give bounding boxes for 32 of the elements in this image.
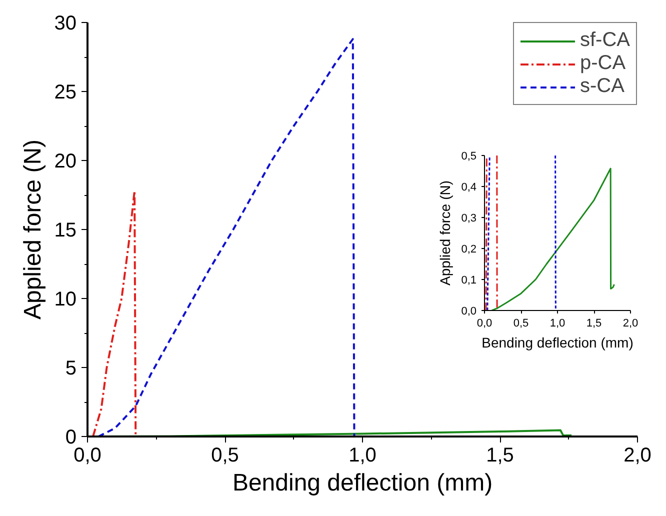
y-tick-label: 0,3 — [461, 212, 477, 224]
legend-label: p-CA — [580, 52, 626, 75]
y-tick-label: 0,0 — [461, 306, 477, 318]
y-axis-title: Applied force (N) — [19, 139, 46, 320]
x-tick-label: 0,5 — [211, 444, 239, 466]
y-tick-label: 5 — [65, 358, 76, 380]
y-tick-label: 0,1 — [461, 274, 477, 286]
x-tick-label: 1,5 — [586, 318, 602, 330]
x-tick-label: 0,0 — [476, 318, 492, 330]
y-tick-label: 30 — [54, 12, 77, 34]
x-tick-label: 1,5 — [486, 444, 514, 466]
y-axis-title: Applied force (N) — [437, 180, 454, 286]
y-tick-label: 15 — [54, 220, 77, 242]
x-tick-label: 1,0 — [348, 444, 376, 466]
line-series — [491, 168, 615, 310]
legend-label: sf-CA — [580, 29, 630, 52]
line-series — [92, 190, 137, 436]
legend-label: s-CA — [580, 75, 624, 98]
line-series — [98, 38, 356, 436]
x-tick-label: 2,0 — [624, 444, 652, 466]
x-tick-label: 0,5 — [513, 318, 529, 330]
x-axis-title: Bending deflection (mm) — [482, 334, 634, 350]
y-tick-label: 0 — [65, 426, 76, 448]
y-tick-label: 20 — [54, 150, 77, 172]
y-tick-label: 25 — [54, 82, 77, 104]
x-tick-label: 1,0 — [550, 318, 566, 330]
x-tick-label: 2,0 — [622, 318, 638, 330]
y-tick-label: 0,5 — [461, 150, 477, 162]
y-tick-label: 0,4 — [461, 182, 477, 194]
y-tick-label: 10 — [54, 288, 77, 310]
x-axis-title: Bending deflection (mm) — [232, 470, 493, 496]
y-tick-label: 0,2 — [461, 244, 477, 256]
